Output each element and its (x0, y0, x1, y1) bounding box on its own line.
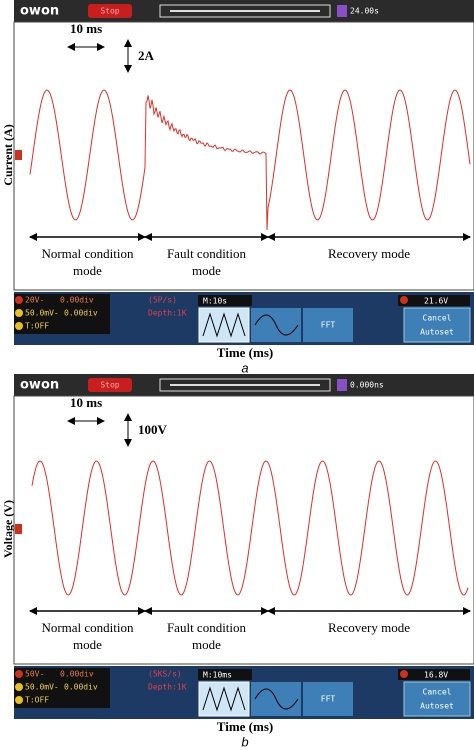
trigger-level-icon (400, 296, 408, 304)
mode-label: Recovery mode (328, 246, 410, 261)
channel-block (14, 294, 110, 334)
trigger-level-box (398, 295, 470, 306)
mode-label: Normal condition (41, 620, 134, 635)
state-box (88, 4, 132, 18)
timeline (159, 378, 331, 392)
mode-label: Recovery mode (328, 620, 410, 635)
autoset-button: Autoset (420, 328, 454, 337)
mode-label: Fault condition (167, 246, 247, 261)
caption: b (241, 734, 248, 749)
time-scale-label: 10 ms (70, 21, 102, 36)
mode-label: Fault condition (167, 620, 247, 635)
time-icon (337, 379, 347, 391)
cancel-button: Cancel (423, 314, 452, 323)
thumb-wave-2 (254, 688, 299, 710)
timebase-box (198, 295, 252, 306)
autoset-button: Autoset (420, 702, 454, 711)
screen (13, 395, 474, 665)
time-icon (337, 5, 347, 17)
oscilloscope-panel: owon Stop 0.000ns 10 ms 100V Normal condition… (1, 374, 474, 749)
oscilloscope-panel: owon Stop 24.00s 10 ms 2A Normal condition mod… (1, 0, 474, 375)
ch2-scale: 50.0mV- (25, 309, 59, 318)
depth: Depth:1K (148, 309, 187, 318)
y-axis-label: Current (A) (1, 124, 15, 185)
time-position: 0.000ns (350, 381, 384, 390)
ch2-scale: 50.0mV- (25, 683, 59, 692)
autoset-box (403, 307, 471, 343)
thumb-wave-1 (202, 312, 246, 338)
trigger-state: T:OFF (25, 322, 49, 331)
autoset-box (403, 681, 471, 717)
time-scale-label: 10 ms (70, 395, 102, 410)
trigger-level-box (398, 669, 470, 680)
state: Stop (100, 381, 119, 390)
ch1-icon (15, 296, 23, 304)
trigger-level-icon (400, 670, 408, 678)
ch2-icon (15, 683, 23, 691)
mode-label: mode (73, 263, 102, 278)
thumb-1 (198, 681, 250, 717)
mode-label: mode (192, 637, 221, 652)
logo: owon (20, 378, 59, 393)
trigger-level: 16.8V (424, 671, 448, 680)
time-position: 24.00s (350, 7, 379, 16)
channel-marker (15, 524, 22, 534)
ch2-icon (15, 309, 23, 317)
fft: FFT (321, 695, 336, 704)
channel-block (14, 668, 110, 708)
timebase: M:10ms (203, 671, 232, 680)
mode-label: mode (73, 637, 102, 652)
sample-rate: (5P/s) (148, 296, 177, 305)
cancel-button: Cancel (423, 688, 452, 697)
ch1-offset: 0.00div (60, 670, 94, 679)
ch2-offset: 0.00div (64, 683, 98, 692)
waveform (31, 460, 469, 596)
fft-box (303, 308, 353, 342)
trigger-level: 21.6V (424, 297, 448, 306)
amplitude-scale-label: 2A (138, 48, 155, 63)
screen (13, 21, 474, 291)
channel-marker (15, 150, 22, 160)
caption: a (241, 360, 248, 375)
amplitude-scale-label: 100V (138, 422, 168, 437)
mode-label: Normal condition (41, 246, 134, 261)
thumb-wave-1 (202, 686, 246, 712)
trigger-icon (15, 696, 23, 704)
ch2-offset: 0.00div (64, 309, 98, 318)
y-axis-label: Voltage (V) (1, 500, 15, 558)
fft: FFT (321, 321, 336, 330)
x-axis-label: Time (ms) (217, 719, 273, 734)
trigger-state: T:OFF (25, 696, 49, 705)
sample-rate: (5KS/s) (148, 670, 182, 679)
ch1-icon (15, 670, 23, 678)
ch1-scale: 20V- (25, 296, 44, 305)
thumb-wave-2 (254, 314, 299, 336)
mode-label: mode (192, 263, 221, 278)
state-box (88, 378, 132, 392)
logo: owon (20, 4, 59, 19)
ch1-scale: 50V- (25, 670, 44, 679)
state: Stop (100, 7, 119, 16)
trigger-icon (15, 322, 23, 330)
timebase: M:10s (203, 297, 227, 306)
depth: Depth:1K (148, 683, 187, 692)
ch1-offset: 0.00div (60, 296, 94, 305)
waveform (29, 89, 471, 231)
timeline (159, 4, 331, 18)
fft-box (303, 682, 353, 716)
timebase-box (198, 669, 252, 680)
x-axis-label: Time (ms) (217, 345, 273, 360)
